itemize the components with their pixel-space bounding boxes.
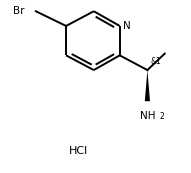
Polygon shape xyxy=(145,70,150,101)
Text: N: N xyxy=(123,21,131,31)
Text: &1: &1 xyxy=(151,57,162,66)
Text: 2: 2 xyxy=(159,112,164,121)
Text: Br: Br xyxy=(13,6,25,16)
Text: NH: NH xyxy=(140,111,155,121)
Text: HCl: HCl xyxy=(69,145,88,156)
